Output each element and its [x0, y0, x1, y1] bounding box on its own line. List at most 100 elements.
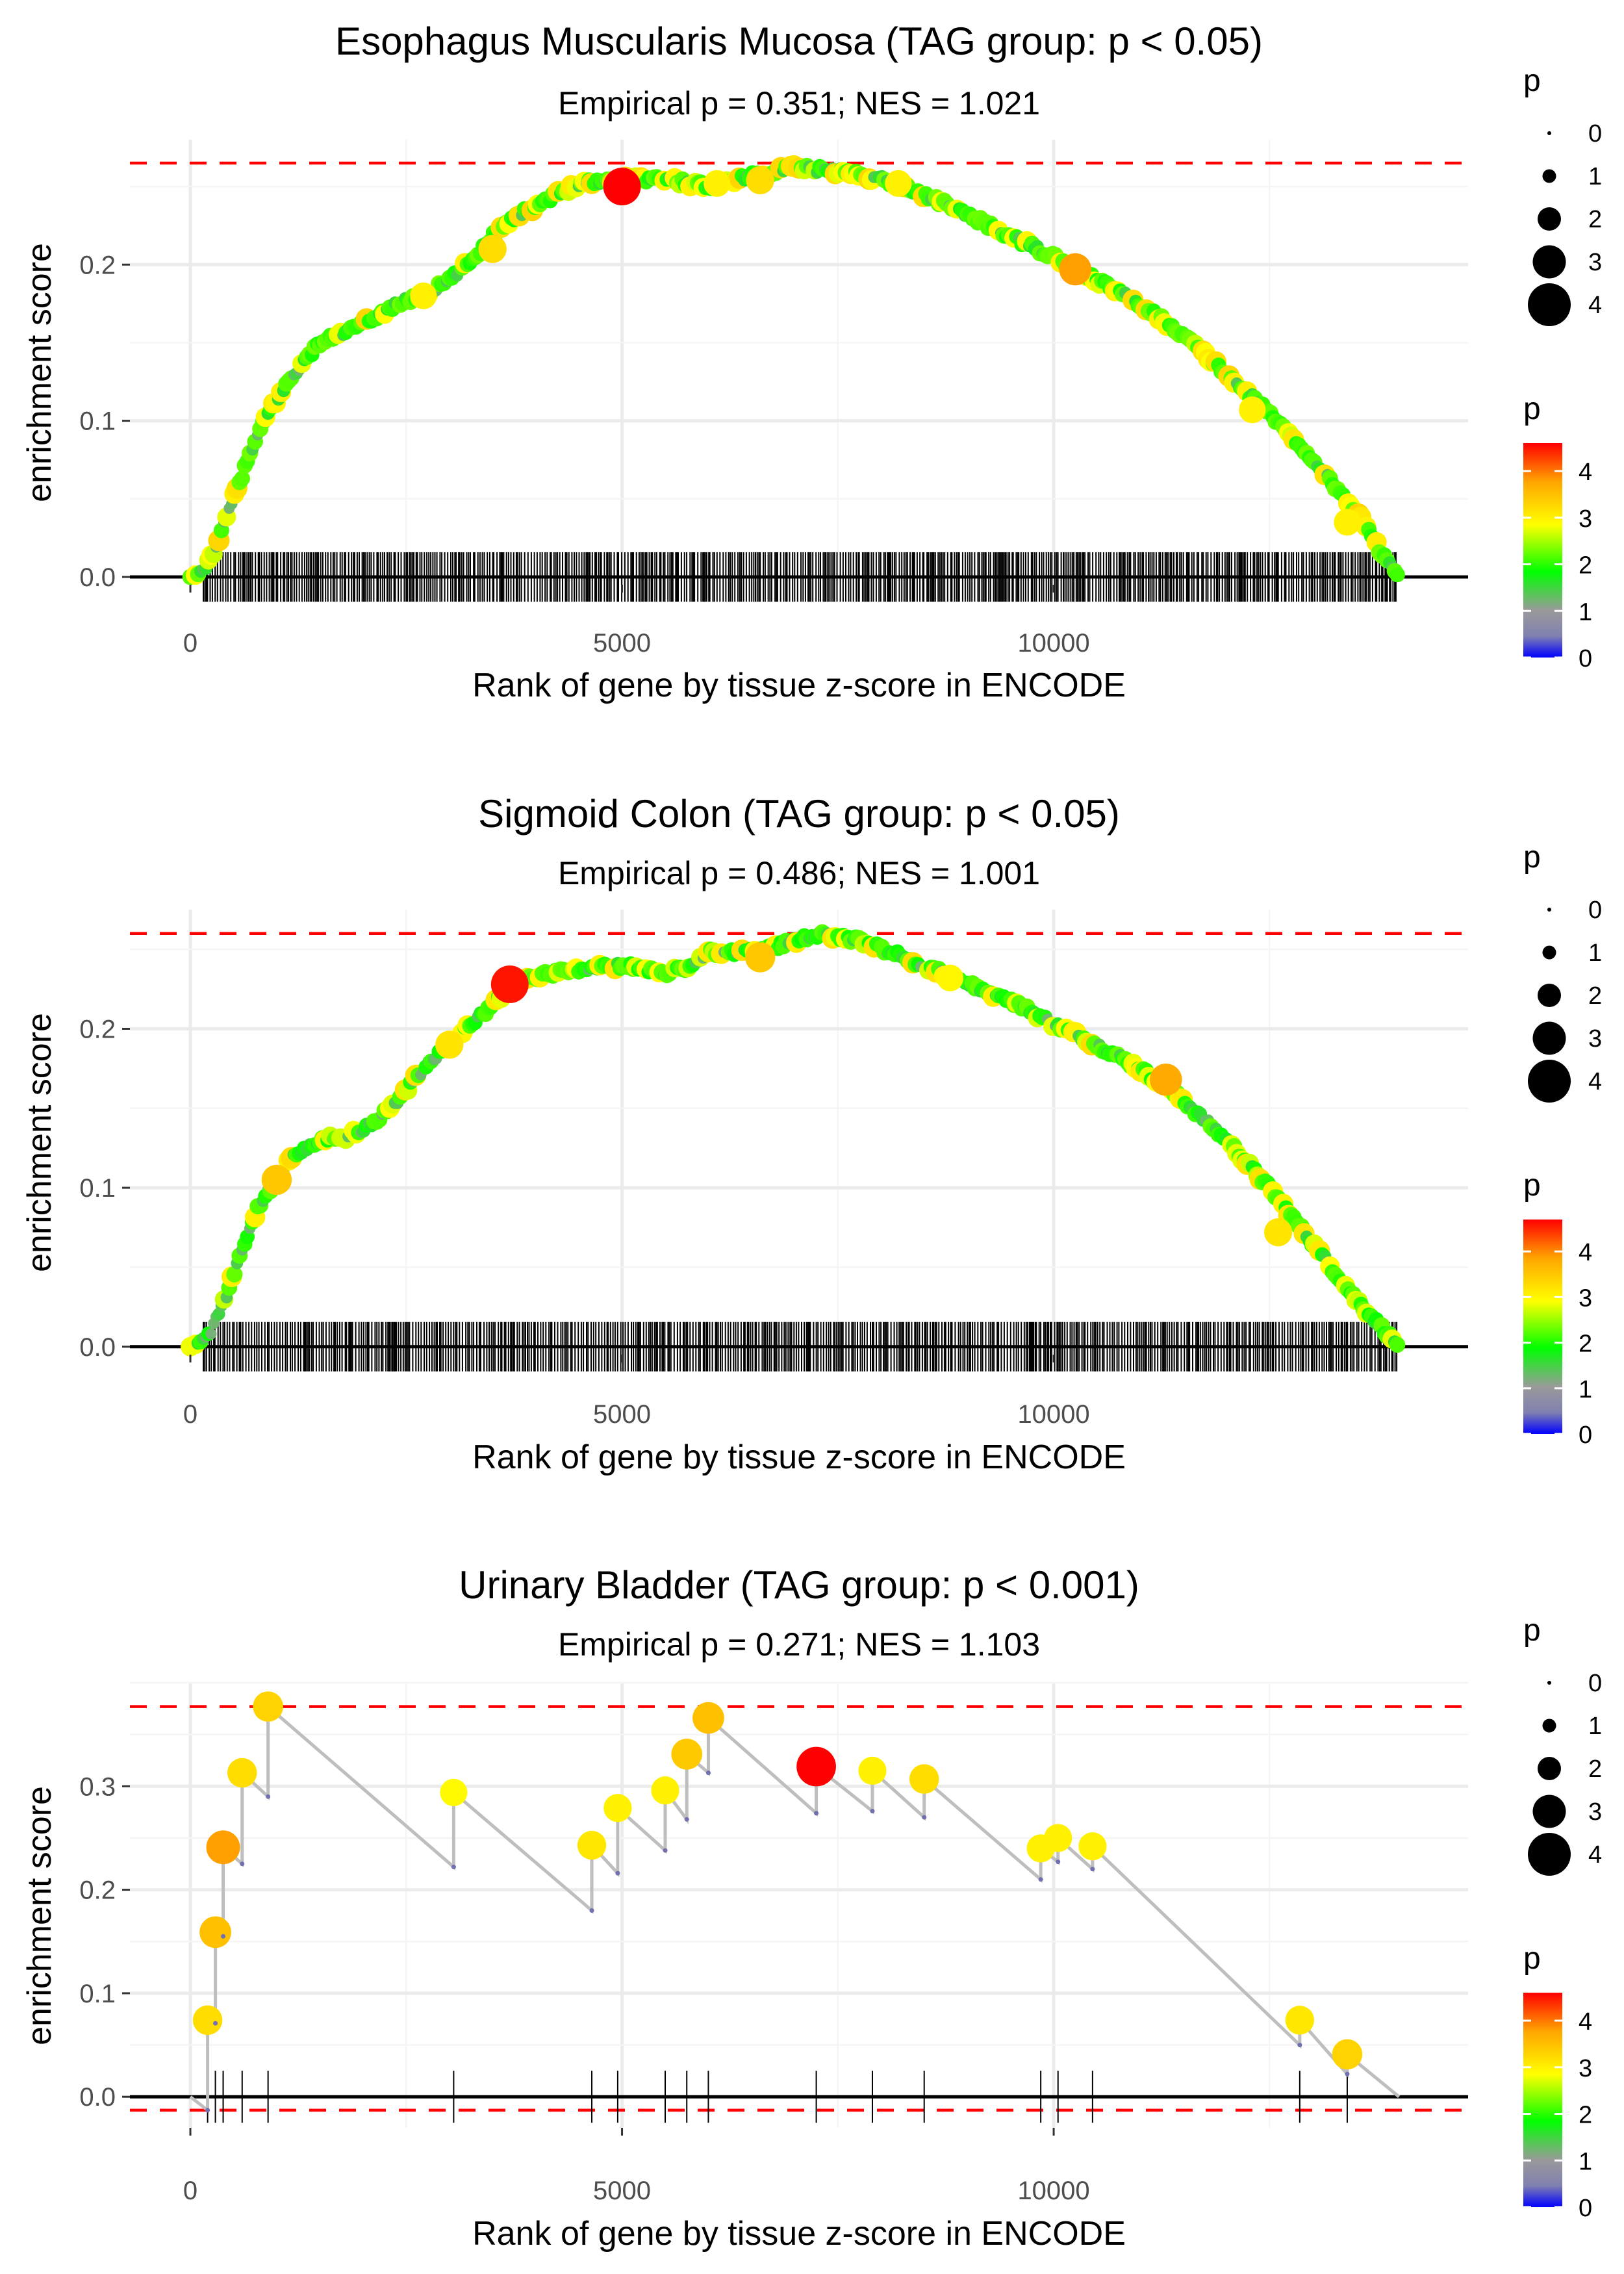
hit-point-pre — [1345, 2071, 1350, 2076]
x-axis-label: Rank of gene by tissue z-score in ENCODE — [472, 2215, 1126, 2253]
size-legend-key — [1542, 945, 1556, 960]
y-tick-label: 0.1 — [79, 1174, 116, 1203]
color-legend-label: 3 — [1579, 2055, 1592, 2082]
color-legend-label: 0 — [1579, 645, 1592, 672]
color-legend-bar — [1523, 443, 1562, 658]
x-tick-label: 5000 — [593, 629, 651, 658]
hit-point-pre — [266, 1794, 271, 1799]
hit-point-highlight — [704, 170, 731, 197]
size-legend-label: 0 — [1588, 897, 1602, 924]
hit-point — [227, 1757, 257, 1788]
size-legend-key — [1547, 908, 1551, 912]
hit-point-pre — [240, 1861, 245, 1867]
color-legend-label: 3 — [1579, 1284, 1592, 1312]
hit-point — [1389, 567, 1405, 583]
size-legend-key — [1532, 1795, 1566, 1828]
chart-panel-2: Sigmoid Colon (TAG group: p < 0.05) Empir… — [21, 792, 1602, 1476]
chart-subtitle: Empirical p = 0.486; NES = 1.001 — [558, 855, 1040, 891]
y-tick-label: 0.0 — [79, 563, 116, 592]
color-legend-title: p — [1523, 392, 1541, 426]
chart-title: Esophagus Muscularis Mucosa (TAG group: … — [335, 19, 1263, 63]
size-legend-key — [1528, 283, 1571, 326]
hit-point-pre — [1056, 1859, 1061, 1865]
y-tick-label: 0.2 — [79, 251, 116, 279]
hit-point-highlight — [261, 1164, 292, 1195]
size-legend-key — [1528, 1833, 1571, 1876]
size-legend-label: 1 — [1588, 939, 1602, 967]
size-legend-key — [1547, 1681, 1551, 1685]
size-legend-key — [1532, 1021, 1566, 1055]
hit-point — [1332, 2039, 1363, 2070]
hit-point-highlight — [1263, 1218, 1293, 1247]
y-tick-label: 0.3 — [79, 1772, 116, 1801]
hit-point-pre — [213, 2021, 218, 2026]
hit-point-highlight — [410, 282, 437, 309]
es-running-line — [189, 1703, 1401, 2114]
hit-point-highlight — [744, 942, 776, 973]
color-legend-bar — [1523, 1220, 1562, 1434]
y-tick-label: 0.2 — [79, 1876, 116, 1905]
color-legend-label: 2 — [1579, 552, 1592, 580]
hit-point — [205, 1328, 217, 1340]
hit-point — [1078, 1832, 1107, 1861]
y-tick-label: 0.0 — [79, 2083, 116, 2112]
size-legend-key — [1542, 169, 1556, 183]
size-legend-label: 4 — [1588, 1841, 1602, 1869]
hit-point — [253, 1691, 283, 1722]
hit-point-highlight — [435, 1030, 464, 1059]
hit-point — [206, 1830, 240, 1865]
color-legend-label: 4 — [1579, 459, 1592, 486]
chart-panel-3: Urinary Bladder (TAG group: p < 0.001) Em… — [21, 1563, 1602, 2253]
hit-point-pre — [814, 1811, 819, 1816]
size-legend-label: 1 — [1588, 163, 1602, 190]
gridlines — [130, 140, 1468, 585]
y-axis: 0.0 0.1 0.2 enrichment score — [21, 243, 130, 592]
color-legend-label: 1 — [1579, 2148, 1592, 2175]
hit-point-highlight — [1150, 1064, 1182, 1096]
size-legend-label: 2 — [1588, 206, 1602, 233]
hit-point-pre — [589, 1908, 594, 1913]
hit-points — [181, 924, 1406, 1357]
x-axis: 0 5000 10000 Rank of gene by tissue z-score… — [183, 585, 1126, 704]
size-legend-label: 2 — [1588, 982, 1602, 1010]
hit-point-pre — [1038, 1877, 1043, 1882]
color-legend-label: 2 — [1579, 1331, 1592, 1358]
hit-point-pre — [663, 1848, 668, 1853]
hit-point-highlight — [885, 170, 912, 197]
size-legend-key — [1542, 1718, 1556, 1733]
y-axis: 0.0 0.1 0.2 0.3 enrichment score — [21, 1772, 130, 2112]
hit-point — [692, 1702, 724, 1734]
x-tick-label: 10000 — [1017, 1400, 1089, 1429]
x-tick-label: 5000 — [593, 1400, 651, 1429]
hit-point — [1044, 1824, 1072, 1852]
hit-point-highlight — [1239, 396, 1266, 424]
hit-point — [1389, 1336, 1406, 1353]
size-legend-label: 4 — [1588, 1068, 1602, 1095]
color-legend-label: 3 — [1579, 505, 1592, 533]
x-tick-label: 0 — [183, 2177, 197, 2205]
size-legend-label: 3 — [1588, 249, 1602, 276]
hit-point — [858, 1756, 887, 1785]
hit-point-pre — [221, 1934, 226, 1939]
x-tick-label: 5000 — [593, 2177, 651, 2205]
hit-point — [192, 2005, 223, 2036]
size-legend-label: 0 — [1588, 1670, 1602, 1697]
y-tick-label: 0.0 — [79, 1333, 116, 1362]
hit-point — [226, 1266, 243, 1283]
color-legend-bar — [1523, 1993, 1562, 2207]
size-legend-label: 4 — [1588, 292, 1602, 319]
color-legend-label: 1 — [1579, 598, 1592, 626]
size-legend-label: 2 — [1588, 1756, 1602, 1783]
y-tick-label: 0.1 — [79, 407, 116, 436]
color-legend-title: p — [1523, 1168, 1541, 1203]
chart-subtitle: Empirical p = 0.351; NES = 1.021 — [558, 85, 1040, 121]
size-legend-key — [1538, 207, 1561, 231]
hit-point — [199, 1916, 231, 1948]
size-legend-label: 3 — [1588, 1025, 1602, 1053]
legend: p 0 1 2 3 4 p 4 3 2 1 0 — [1523, 64, 1602, 672]
hit-points — [182, 155, 1405, 585]
y-axis-label: enrichment score — [21, 1786, 58, 2045]
color-legend-label: 4 — [1579, 2008, 1592, 2036]
size-legend-label: 1 — [1588, 1713, 1602, 1740]
size-legend-key — [1528, 1060, 1571, 1103]
